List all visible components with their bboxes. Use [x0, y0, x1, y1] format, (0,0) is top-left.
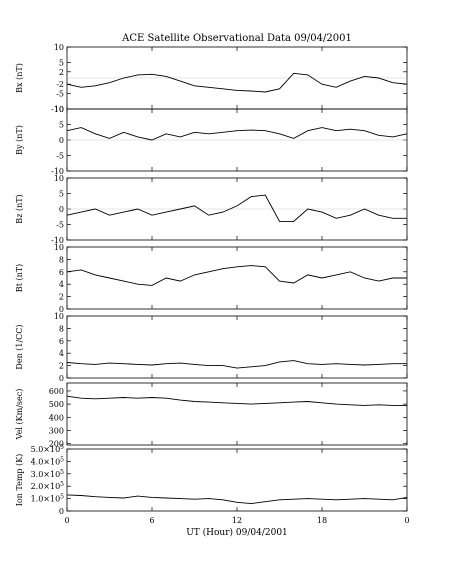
y-tick-label: 2 [59, 68, 64, 77]
y-tick-label: 2.0×105 [31, 481, 65, 491]
y-tick-label: 5 [59, 121, 64, 130]
y-tick-label: -5 [56, 221, 64, 230]
y-tick-label: 10 [54, 105, 64, 114]
y-tick-label: 0 [59, 507, 64, 516]
series-line [66, 265, 407, 286]
y-tick-label: -2 [56, 80, 64, 89]
y-tick-label: 0 [59, 305, 64, 314]
y-tick-label: 8 [59, 255, 64, 264]
y-tick-label: 5.0×105 [31, 444, 65, 454]
x-tick-label: 0 [404, 516, 409, 525]
panel-6: 600 500 400 300 200 Vel (Km/sec) [15, 382, 408, 449]
y-axis-label: By (nT) [15, 125, 24, 155]
y-tick-label: 10 [54, 174, 64, 183]
panel-1: 10 52 -2-5 -10 Bx (nT) [15, 43, 408, 114]
y-tick-label: 10 [54, 312, 64, 321]
y-tick-label: 10 [54, 243, 64, 252]
y-tick-label: -5 [56, 90, 64, 99]
y-axis-label: Bt (nT) [15, 264, 24, 292]
panel-3: 10 5 0 -5 -10 Bz (nT) [15, 174, 408, 245]
y-tick-label: 4 [59, 280, 64, 289]
series-line [66, 360, 407, 369]
y-tick-label: 2 [59, 293, 64, 302]
y-axis-label: Bx (nT) [15, 63, 24, 93]
y-tick-label: -10 [51, 236, 64, 245]
y-tick-label: 5 [59, 190, 64, 199]
y-axis-label: Bz (nT) [15, 194, 24, 223]
y-tick-label: 6 [59, 268, 64, 277]
y-tick-label: 0 [59, 205, 64, 214]
panel-5: 10 8 6 4 2 0 Den (1/CC) [15, 312, 408, 383]
y-tick-label: -10 [51, 105, 64, 114]
y-tick-label: 0 [59, 374, 64, 383]
series-line [66, 395, 407, 406]
y-tick-label: 3.0×105 [31, 469, 65, 479]
x-tick-label: 0 [64, 516, 69, 525]
series-line [66, 494, 408, 505]
panel-frame [66, 246, 408, 310]
panel-frame [66, 448, 408, 512]
series-line [66, 194, 407, 222]
series-line [66, 72, 408, 93]
y-tick-label: 8 [59, 324, 64, 333]
y-tick-label: 5 [59, 59, 64, 68]
y-tick-label: 10 [54, 43, 64, 52]
y-axis-label: Ion Temp (K) [15, 454, 24, 507]
panel-2: 10 5 0 -5 -10 By (nT) [15, 105, 408, 176]
y-axis-label: Vel (Km/sec) [15, 389, 24, 441]
y-tick-label: -10 [51, 167, 64, 176]
panel-4: 10 8 6 4 2 0 Bt (nT) [15, 243, 408, 314]
figure-title: ACE Satellite Observational Data 09/04/2… [121, 33, 352, 44]
x-tick-label: 18 [317, 516, 327, 525]
y-tick-label: 1.0×105 [31, 494, 65, 504]
panel-7: 5.0×105 4.0×105 3.0×105 2.0×105 1.0×105 0 Ion … [15, 444, 408, 516]
x-tick-label: 6 [149, 516, 154, 525]
x-tick-label: 12 [232, 516, 242, 525]
panel-frame [66, 315, 408, 379]
y-tick-label: 6 [59, 337, 64, 346]
y-tick-label: 2 [59, 362, 64, 371]
x-axis-label: UT (Hour) 09/04/2001 [186, 527, 288, 538]
y-tick-label: 0 [59, 136, 64, 145]
y-tick-label: 500 [49, 400, 64, 409]
series-line [66, 127, 408, 141]
y-tick-label: 4 [59, 349, 64, 358]
y-tick-label: 200 [49, 440, 64, 449]
y-tick-label: 300 [49, 426, 64, 435]
y-tick-label: 400 [49, 413, 64, 422]
y-tick-label: -5 [56, 152, 64, 161]
y-tick-label: 4.0×105 [31, 456, 65, 466]
y-axis-label: Den (1/CC) [15, 324, 24, 369]
y-tick-label: 600 [49, 387, 64, 396]
panel-frame [66, 382, 408, 446]
